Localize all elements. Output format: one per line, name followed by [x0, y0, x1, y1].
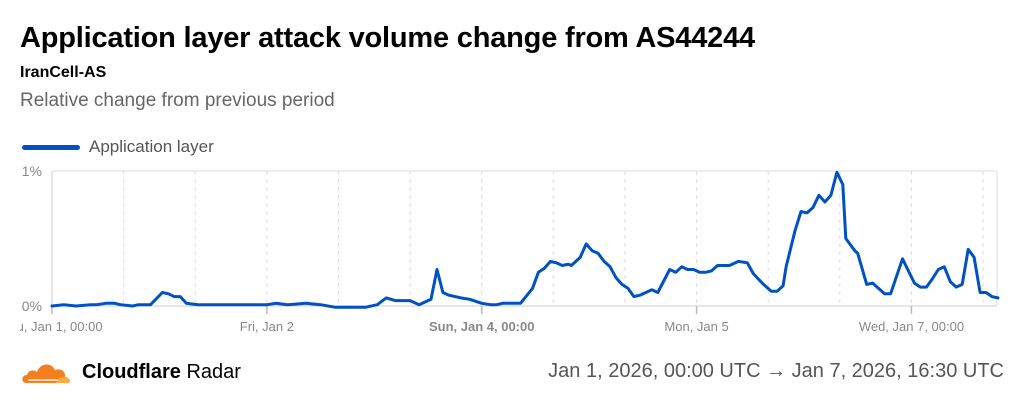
brand-name: Cloudflare Radar — [82, 361, 241, 384]
x-axis-labels: Thu, Jan 1, 00:00 Fri, Jan 2 Sun, Jan 4, 0… — [1, 319, 964, 334]
y-tick-label: 1% — [22, 163, 42, 179]
x-tick-label: Fri, Jan 2 — [240, 319, 294, 334]
chart-title: Application layer attack volume change f… — [20, 22, 755, 54]
chart-description: Relative change from previous period — [20, 90, 335, 111]
legend-label: Application layer — [89, 137, 214, 156]
cloudflare-cloud-icon — [22, 364, 71, 383]
line-chart: 1% 0% Thu, Jan 1, 00:00 Fri, Jan 2 Sun, Jan… — [1, 163, 1000, 334]
brand-light: Radar — [186, 360, 241, 383]
x-tick-label: Thu, Jan 1, 00:00 — [1, 319, 102, 334]
grid — [123, 171, 984, 306]
series-line-application-layer — [50, 170, 1000, 309]
y-axis-labels: 1% 0% — [22, 163, 42, 314]
date-range: Jan 1, 2026, 00:00 UTC → Jan 7, 2026, 16… — [548, 360, 1004, 382]
series — [50, 170, 1000, 309]
brand-bold: Cloudflare — [82, 360, 181, 383]
cloudflare-radar-logo[interactable]: Cloudflare Radar — [20, 359, 241, 385]
axes — [51, 170, 998, 314]
y-tick-label: 0% — [22, 298, 42, 314]
legend-swatch — [22, 144, 80, 150]
chart-subtitle: IranCell-AS — [20, 64, 107, 81]
x-tick-label: Wed, Jan 7, 00:00 — [859, 319, 964, 334]
x-tick-label: Sun, Jan 4, 00:00 — [429, 319, 535, 334]
x-tick-label: Mon, Jan 5 — [664, 319, 728, 334]
legend[interactable]: Application layer — [22, 137, 214, 157]
